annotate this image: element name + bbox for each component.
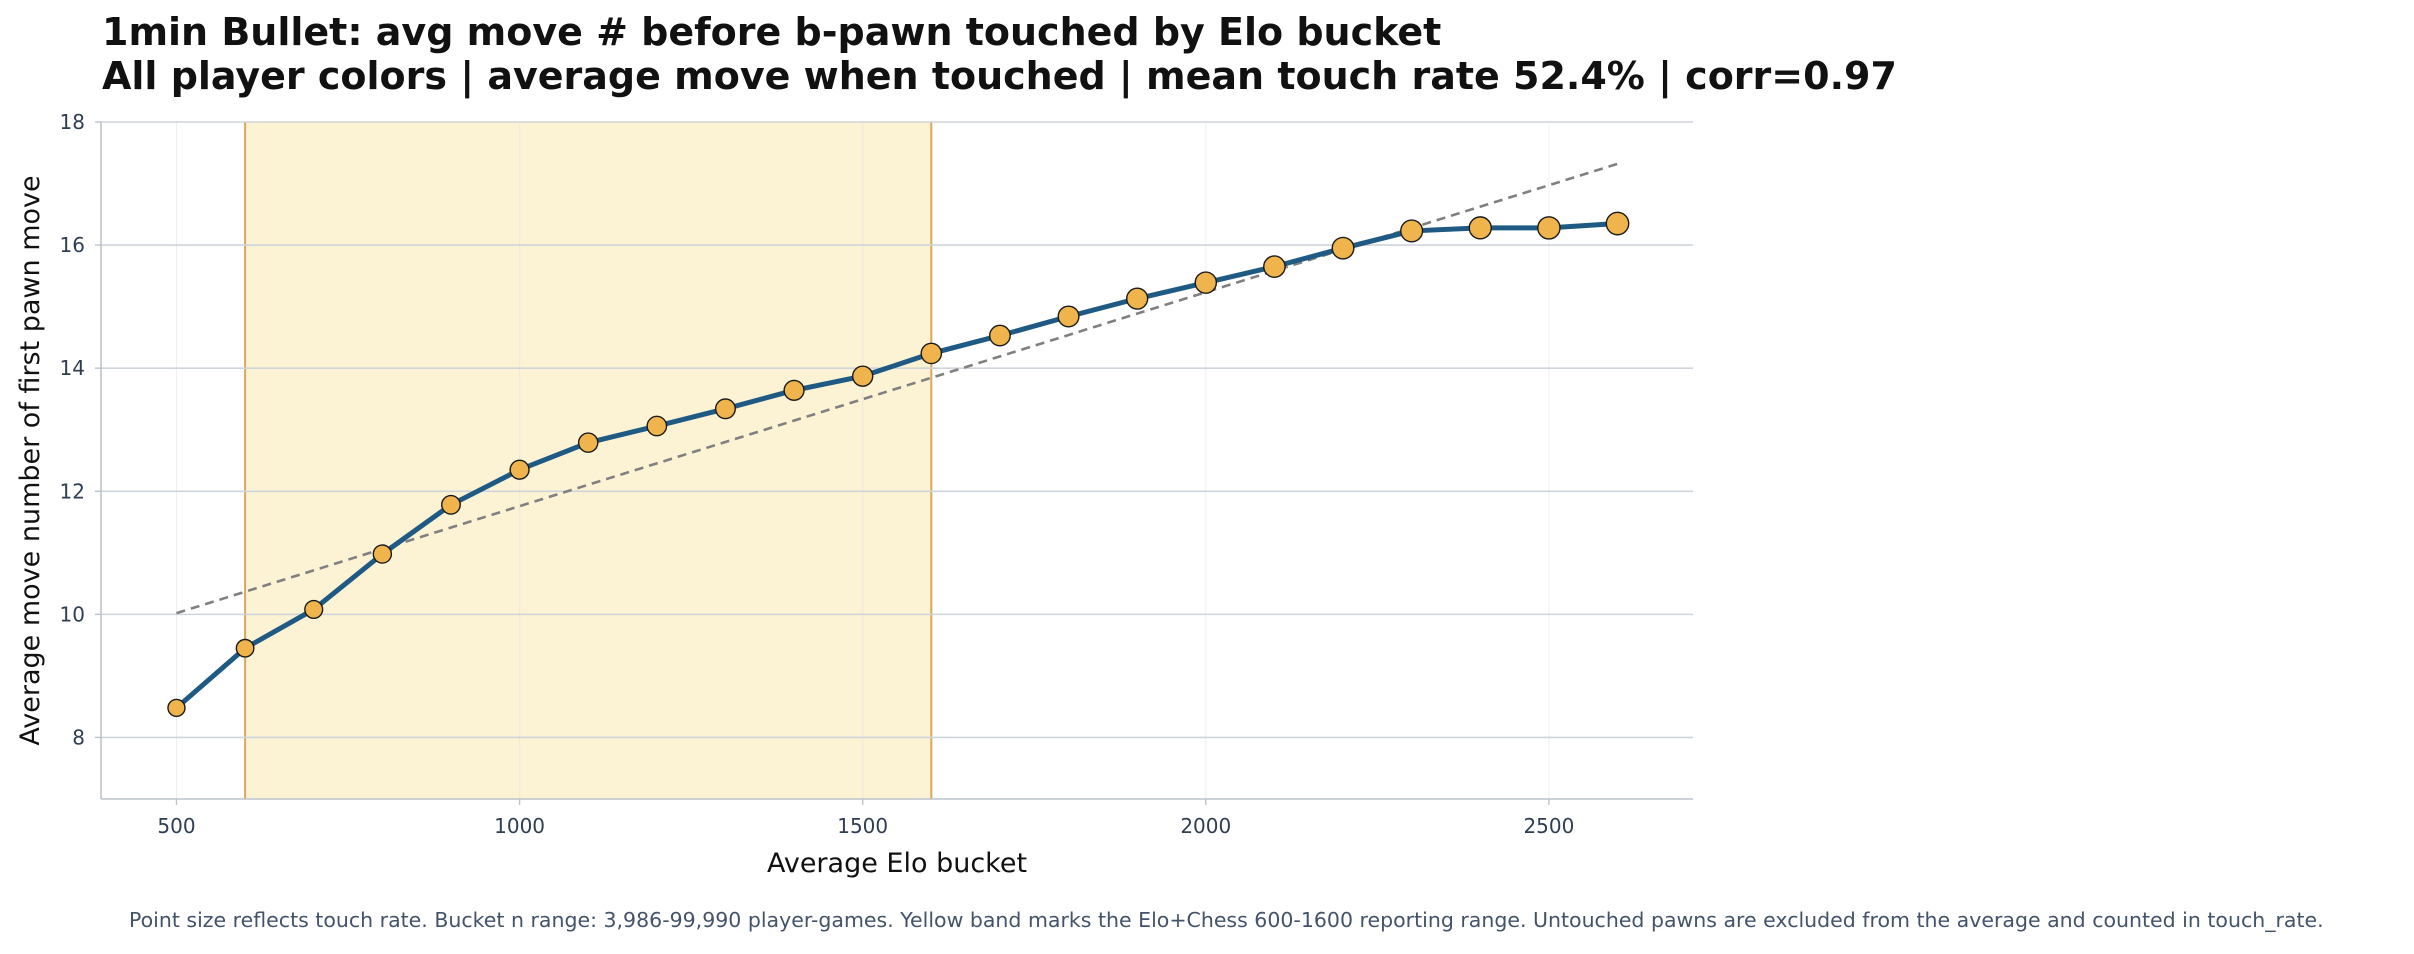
- x-axis-label: Average Elo bucket: [767, 848, 1027, 879]
- x-tick-label: 500: [157, 814, 195, 838]
- plot-layer: 8 10 12 14 16 18 500 1000 1500 2000 2500: [60, 110, 1693, 838]
- data-point: [1468, 216, 1492, 240]
- data-point: [441, 494, 461, 515]
- series-line: [173, 221, 1621, 711]
- chart-subtitle: All player colors | average move when to…: [102, 54, 1897, 99]
- data-point: [714, 398, 736, 420]
- y-tick-label: 18: [60, 110, 85, 134]
- trend-line: [176, 162, 1618, 615]
- data-point: [646, 415, 668, 437]
- data-point: [304, 599, 324, 620]
- data-point: [1605, 211, 1630, 236]
- data-point: [1194, 271, 1218, 294]
- y-tick-label: 14: [60, 356, 85, 380]
- data-point: [167, 698, 186, 718]
- data-point: [1400, 219, 1424, 243]
- data-point: [577, 432, 599, 453]
- x-tick-label: 2500: [1523, 814, 1574, 838]
- y-tick-label: 10: [60, 602, 85, 626]
- y-tick-label: 12: [60, 479, 85, 503]
- reporting-range-band: [245, 122, 932, 799]
- data-point: [989, 324, 1011, 347]
- data-point: [1263, 255, 1286, 278]
- y-tick-label: 8: [72, 725, 85, 749]
- data-point: [235, 638, 255, 658]
- data-point: [1331, 236, 1355, 260]
- data-point: [1126, 287, 1149, 310]
- x-tick-label: 1500: [837, 814, 888, 838]
- chart-title: 1min Bullet: avg move # before b-pawn to…: [102, 10, 1441, 54]
- data-point: [851, 365, 874, 387]
- y-axis-label: Average move number of first pawn move: [15, 175, 46, 745]
- data-point: [1537, 216, 1561, 240]
- data-point: [920, 342, 943, 365]
- data-point: [783, 379, 805, 401]
- y-tick-label: 16: [60, 233, 85, 257]
- data-point: [509, 459, 530, 480]
- data-point: [372, 544, 393, 564]
- x-tick-label: 2000: [1180, 814, 1231, 838]
- footnote: Point size reflects touch rate. Bucket n…: [129, 908, 2324, 933]
- data-point: [1057, 305, 1080, 328]
- x-tick-label: 1000: [494, 814, 545, 838]
